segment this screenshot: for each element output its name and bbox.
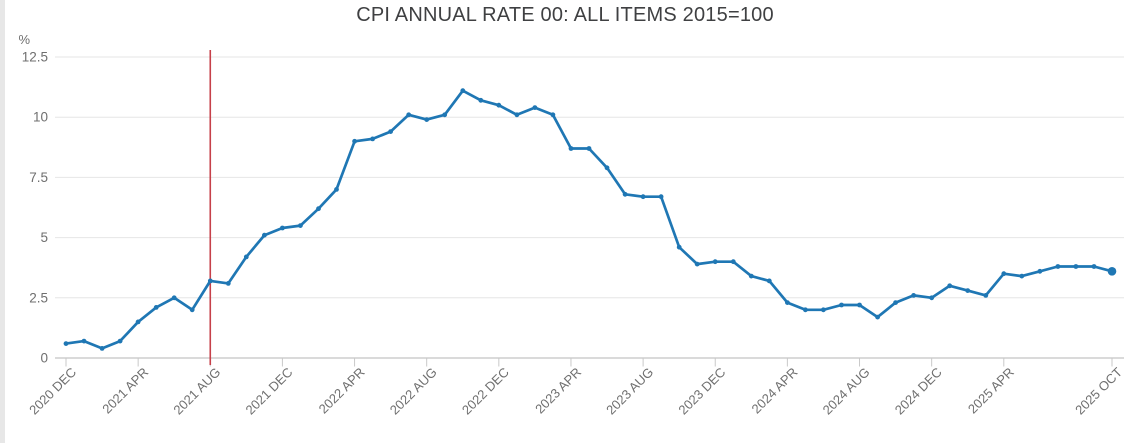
- series-line: [64, 89, 1114, 350]
- x-axis-tick-label: 2022 AUG: [387, 365, 440, 418]
- data-point[interactable]: [640, 194, 646, 200]
- data-point[interactable]: [442, 112, 448, 118]
- x-axis-tick-label: 2024 AUG: [820, 365, 873, 418]
- data-point[interactable]: [983, 293, 989, 298]
- data-point[interactable]: [712, 259, 718, 265]
- data-point[interactable]: [478, 97, 484, 103]
- chart-title: CPI ANNUAL RATE 00: ALL ITEMS 2015=100: [356, 4, 774, 26]
- data-point[interactable]: [352, 138, 357, 144]
- x-axis-tick-label: 2023 APR: [532, 365, 584, 417]
- data-point[interactable]: [1055, 264, 1061, 269]
- data-point-last[interactable]: [1107, 267, 1117, 276]
- x-axis-tick-label: 2025 OCT: [1072, 364, 1125, 417]
- data-point[interactable]: [1037, 268, 1043, 274]
- data-point[interactable]: [803, 307, 808, 313]
- data-point[interactable]: [676, 244, 682, 250]
- data-point[interactable]: [81, 338, 87, 344]
- x-axis-tick-label: 2024 APR: [748, 365, 800, 417]
- y-axis-tick-label: 0: [40, 351, 48, 366]
- x-axis-tick-label: 2021 DEC: [243, 365, 296, 418]
- data-point[interactable]: [370, 136, 375, 142]
- data-point[interactable]: [947, 283, 953, 289]
- x-axis-tick-label: 2023 DEC: [675, 365, 728, 418]
- data-point[interactable]: [622, 191, 628, 197]
- data-point[interactable]: [929, 295, 935, 301]
- y-axis-tick-label: 7.5: [29, 170, 48, 185]
- data-point[interactable]: [893, 300, 898, 305]
- x-axis-tick-label: 2023 AUG: [603, 365, 656, 418]
- page-left-edge-strip: [0, 0, 5, 443]
- data-point[interactable]: [839, 302, 844, 308]
- data-point[interactable]: [694, 261, 700, 267]
- data-point[interactable]: [604, 165, 610, 171]
- data-point[interactable]: [135, 319, 141, 325]
- data-point[interactable]: [658, 194, 664, 200]
- data-point[interactable]: [262, 232, 267, 238]
- data-point[interactable]: [496, 102, 502, 108]
- data-point[interactable]: [225, 281, 231, 286]
- x-axis-tick-label: 2021 APR: [99, 365, 151, 417]
- data-point[interactable]: [117, 338, 123, 344]
- data-point[interactable]: [207, 278, 213, 284]
- data-point[interactable]: [730, 259, 736, 265]
- data-point[interactable]: [875, 314, 880, 320]
- data-point[interactable]: [280, 225, 285, 231]
- data-point[interactable]: [532, 105, 538, 110]
- data-point[interactable]: [316, 206, 321, 212]
- data-point[interactable]: [99, 346, 105, 351]
- y-axis-unit-label: %: [18, 32, 30, 47]
- data-point[interactable]: [424, 117, 430, 122]
- y-axis-tick-label: 10: [33, 110, 48, 125]
- data-point[interactable]: [1091, 264, 1097, 269]
- data-point[interactable]: [334, 187, 339, 192]
- data-point[interactable]: [965, 288, 971, 293]
- data-point[interactable]: [1019, 273, 1025, 279]
- data-point[interactable]: [388, 129, 393, 135]
- y-axis-tick-label: 12.5: [22, 50, 48, 65]
- x-axis-tick-label: 2022 APR: [316, 365, 368, 417]
- data-point[interactable]: [766, 278, 772, 284]
- data-point[interactable]: [63, 341, 69, 346]
- data-point[interactable]: [189, 307, 195, 313]
- data-point[interactable]: [514, 112, 520, 118]
- x-axis-tick-label: 2024 DEC: [892, 365, 945, 418]
- data-point[interactable]: [243, 254, 249, 260]
- data-point[interactable]: [821, 307, 826, 313]
- data-point[interactable]: [153, 305, 159, 310]
- data-point[interactable]: [298, 223, 303, 229]
- x-axis-tick-label: 2021 AUG: [170, 365, 223, 418]
- data-point[interactable]: [785, 300, 790, 305]
- data-point[interactable]: [1073, 264, 1079, 269]
- data-point[interactable]: [171, 295, 177, 301]
- data-point[interactable]: [550, 112, 556, 118]
- y-axis-tick-label: 5: [40, 230, 48, 245]
- data-point[interactable]: [568, 146, 574, 151]
- x-axis-tick-label: 2022 DEC: [459, 365, 512, 418]
- x-axis-tick-label: 2020 DEC: [26, 365, 79, 418]
- data-point[interactable]: [586, 146, 592, 151]
- y-axis-tick-label: 2.5: [29, 290, 48, 305]
- data-point[interactable]: [406, 112, 412, 118]
- data-point[interactable]: [748, 273, 754, 279]
- x-axis-tick-label: 2025 APR: [965, 365, 1017, 417]
- data-point[interactable]: [1001, 271, 1007, 277]
- data-point[interactable]: [460, 88, 466, 94]
- data-point[interactable]: [857, 302, 862, 308]
- data-point[interactable]: [911, 293, 916, 298]
